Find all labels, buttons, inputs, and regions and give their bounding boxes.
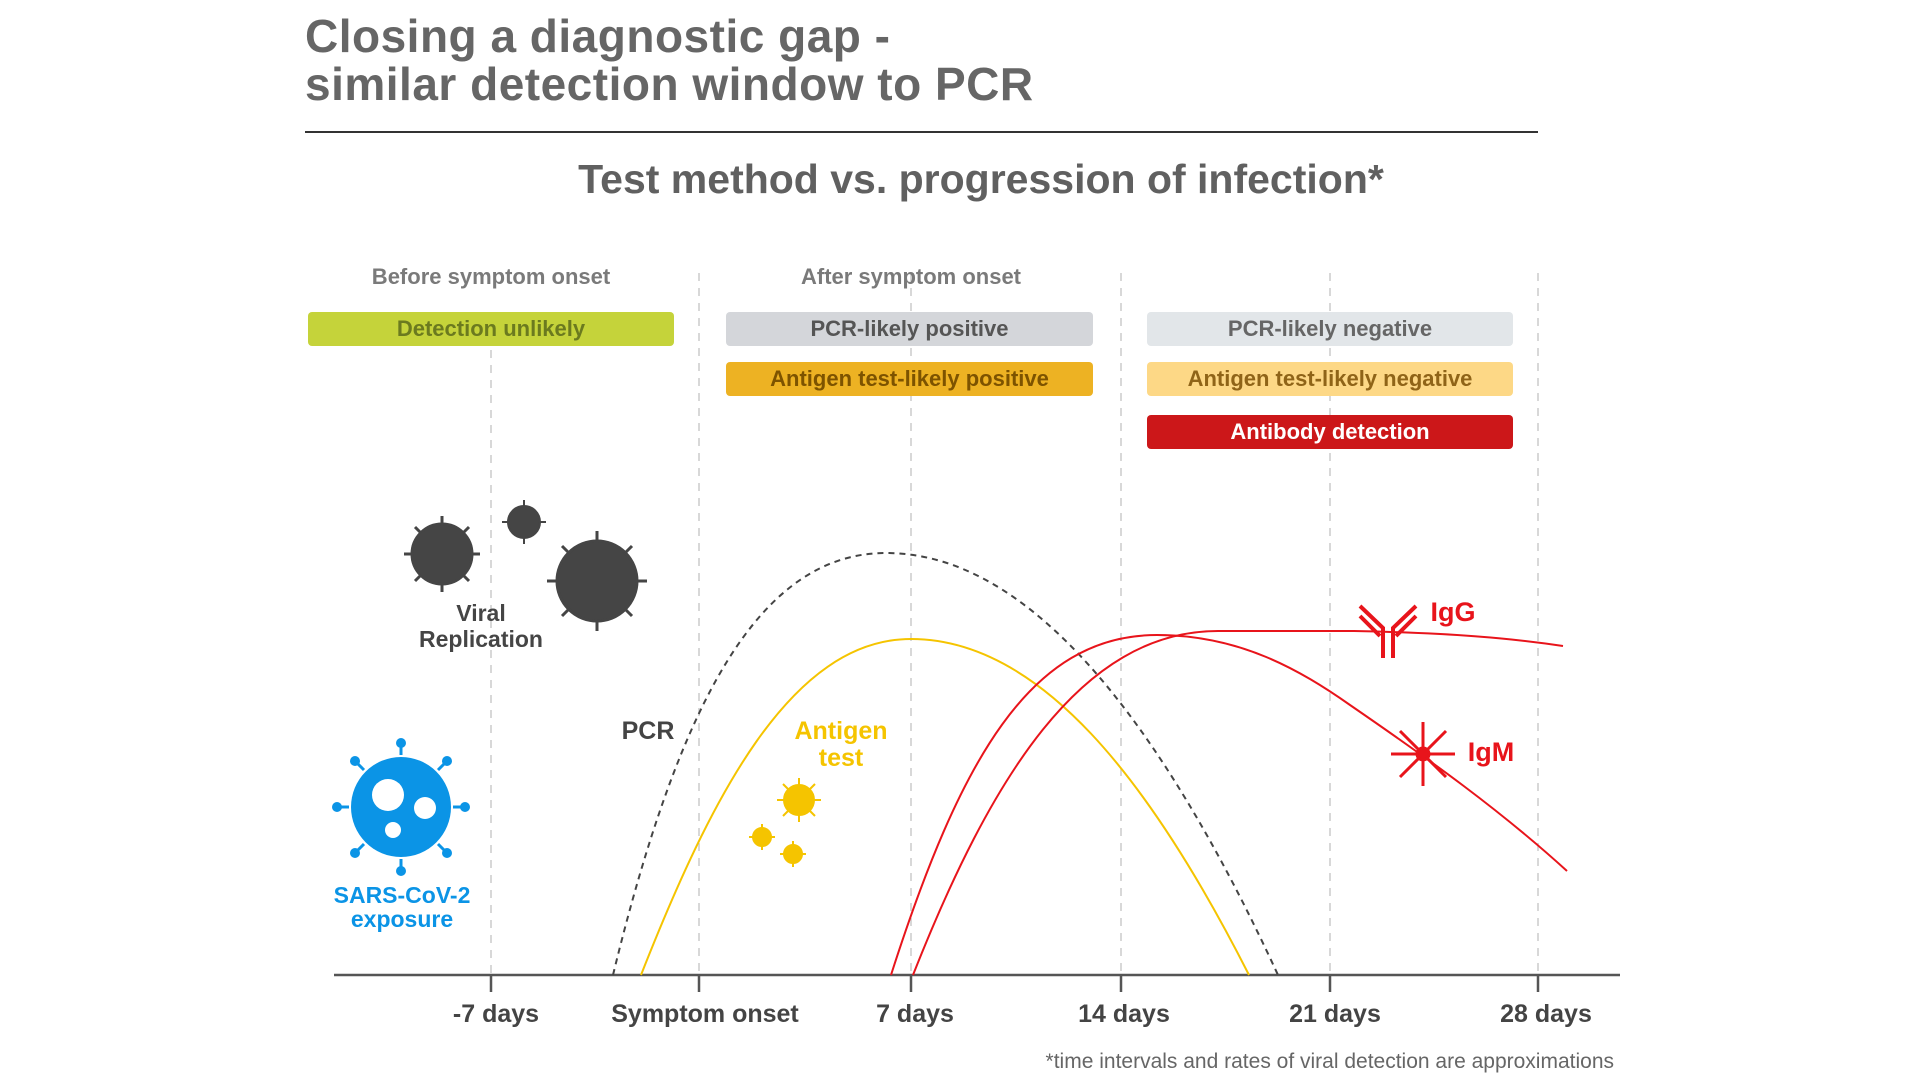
tick-label-minus7: -7 days: [452, 1000, 540, 1028]
gridlines: [490, 273, 1539, 975]
viral-label-1: Viral: [456, 600, 505, 626]
footnote: *time intervals and rates of viral detec…: [1045, 1050, 1614, 1073]
title-line-1: Closing a diagnostic gap -: [305, 10, 891, 62]
antigen-label-2: test: [819, 744, 864, 772]
pcr-negative-box: PCR-likely negative: [1147, 312, 1513, 346]
sars-cov-2-virus-icon: [332, 738, 470, 876]
phase-after-onset: After symptom onset: [800, 264, 1022, 289]
detection-unlikely-box: Detection unlikely: [308, 312, 674, 346]
virus-dark-icon-1: [404, 516, 480, 592]
tick-label-28: 28 days: [1500, 1000, 1592, 1028]
igm-label: IgM: [1468, 737, 1515, 767]
chart-subtitle: Test method vs. progression of infection…: [578, 156, 1384, 202]
sars-label-1: SARS-CoV-2: [334, 882, 471, 908]
axis-ticks: [489, 975, 1540, 992]
viral-label-2: Replication: [419, 626, 543, 652]
igg-label: IgG: [1431, 597, 1476, 627]
sars-label-2: exposure: [351, 906, 453, 932]
igm-curve: [890, 633, 1568, 976]
tick-label-14: 14 days: [1078, 1000, 1170, 1028]
tick-label-21: 21 days: [1289, 1000, 1381, 1028]
antigen-positive-box: Antigen test-likely positive: [726, 362, 1093, 396]
pcr-label: PCR: [622, 717, 675, 745]
virus-dark-icon-2: [502, 500, 546, 544]
title-line-2: similar detection window to PCR: [305, 58, 1034, 110]
igm-antibody-icon: [1391, 722, 1455, 786]
antigen-label-1: Antigen: [794, 717, 887, 745]
antigen-curve: [640, 637, 1250, 976]
tick-label-onset: Symptom onset: [611, 1000, 799, 1028]
antibody-detection-box: Antibody detection: [1147, 415, 1513, 449]
title-divider: [305, 131, 1538, 133]
pcr-positive-box: PCR-likely positive: [726, 312, 1093, 346]
antigen-virus-icons: [749, 778, 821, 867]
page-title: Closing a diagnostic gap - similar detec…: [305, 12, 1034, 108]
igg-curve: [912, 630, 1564, 976]
virus-dark-icon-3: [547, 531, 647, 631]
pcr-curve: [612, 551, 1279, 976]
phase-before-onset: Before symptom onset: [371, 264, 611, 289]
antigen-negative-box: Antigen test-likely negative: [1147, 362, 1513, 396]
igg-antibody-icon: [1358, 604, 1418, 658]
tick-label-7: 7 days: [876, 1000, 954, 1028]
